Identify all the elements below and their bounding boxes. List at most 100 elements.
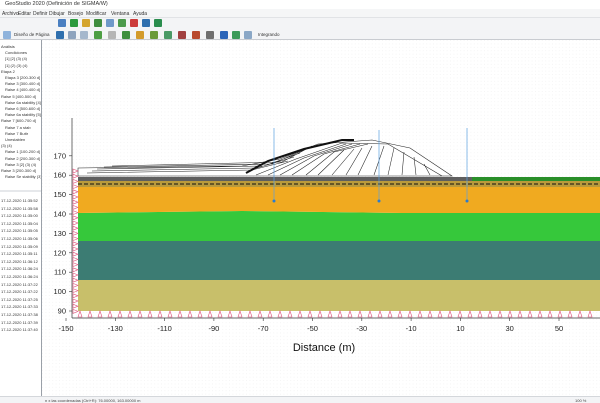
- fixed-xy-bc-symbol[interactable]: [327, 310, 333, 318]
- pencil-icon[interactable]: [108, 30, 116, 39]
- material-draw-icon[interactable]: [150, 30, 158, 39]
- fixed-x-bc-symbol[interactable]: [72, 282, 79, 288]
- fixed-xy-bc-symbol[interactable]: [247, 310, 253, 318]
- drain-blanket[interactable]: [245, 139, 354, 174]
- fixed-xy-bc-symbol[interactable]: [527, 310, 533, 318]
- region-icon[interactable]: [106, 19, 114, 27]
- tree-item[interactable]: Raise 4 [400-400 d]: [5, 87, 40, 93]
- fixed-x-bc-symbol[interactable]: [72, 303, 79, 309]
- bottom-boundary-conditions[interactable]: [77, 310, 593, 318]
- fixed-xy-bc-symbol[interactable]: [377, 310, 383, 318]
- tree-item[interactable]: Etapa 2: [1, 68, 15, 74]
- page-design-button[interactable]: Diseño de Página: [14, 32, 50, 37]
- layer-dark-top[interactable]: [78, 177, 600, 181]
- fixed-xy-bc-symbol[interactable]: [157, 310, 163, 318]
- fixed-xy-bc-symbol[interactable]: [437, 310, 443, 318]
- fixed-x-bc-symbol[interactable]: [72, 272, 79, 278]
- fixed-x-bc-symbol[interactable]: [72, 308, 79, 314]
- fixed-xy-bc-symbol[interactable]: [517, 310, 523, 318]
- fixed-xy-bc-symbol[interactable]: [277, 310, 283, 318]
- fixed-xy-bc-symbol[interactable]: [87, 310, 93, 318]
- fixed-xy-bc-symbol[interactable]: [497, 310, 503, 318]
- menu-item-editar[interactable]: Editar: [18, 10, 32, 17]
- fixed-xy-bc-symbol[interactable]: [407, 310, 413, 318]
- fixed-x-bc-symbol[interactable]: [72, 241, 79, 247]
- left-boundary-conditions[interactable]: [72, 168, 79, 314]
- fixed-x-bc-symbol[interactable]: [72, 184, 79, 190]
- save-icon[interactable]: [82, 19, 90, 27]
- open-icon[interactable]: [70, 19, 78, 27]
- material-icon[interactable]: [118, 19, 126, 27]
- menu-item-ayuda[interactable]: Ayuda: [133, 10, 148, 17]
- fixed-xy-bc-symbol[interactable]: [577, 310, 583, 318]
- line-icon[interactable]: [122, 30, 130, 39]
- tree-item[interactable]: Condiciones: [5, 50, 28, 56]
- load-icon[interactable]: [178, 30, 186, 39]
- fixed-xy-bc-symbol[interactable]: [257, 310, 263, 318]
- bc-draw-icon[interactable]: [164, 30, 172, 39]
- drawing-canvas[interactable]: 90 100 110 120 130 140 150 160 170 -150 -130 -110-…: [42, 40, 600, 396]
- fixed-x-bc-symbol[interactable]: [72, 204, 79, 210]
- fixed-xy-bc-symbol[interactable]: [307, 310, 313, 318]
- fixed-xy-bc-symbol[interactable]: [97, 310, 103, 318]
- menu-item-ventana[interactable]: Ventana: [111, 10, 130, 17]
- fixed-x-bc-symbol[interactable]: [72, 173, 79, 179]
- define-icon[interactable]: [94, 19, 102, 27]
- menu-item-archivo[interactable]: Archivo: [2, 10, 19, 17]
- fixed-xy-bc-symbol[interactable]: [357, 310, 363, 318]
- layer-green-cap[interactable]: [472, 177, 600, 181]
- tree-item[interactable]: Raise 2 [200-300 d]: [5, 155, 40, 161]
- fixed-xy-bc-symbol[interactable]: [387, 310, 393, 318]
- pane-divider[interactable]: [0, 190, 41, 192]
- fixed-xy-bc-symbol[interactable]: [477, 310, 483, 318]
- pan-icon[interactable]: [80, 30, 88, 39]
- fixed-x-bc-symbol[interactable]: [72, 256, 79, 262]
- fixed-xy-bc-symbol[interactable]: [397, 310, 403, 318]
- menu-item-dibujar[interactable]: Dibujar: [49, 10, 65, 17]
- embankment-outline[interactable]: [77, 139, 453, 177]
- point-icon[interactable]: [136, 30, 144, 39]
- fixed-xy-bc-symbol[interactable]: [587, 310, 593, 318]
- tree-item[interactable]: Raise 6a stability [5]: [5, 112, 41, 118]
- fixed-xy-bc-symbol[interactable]: [197, 310, 203, 318]
- fixed-xy-bc-symbol[interactable]: [547, 310, 553, 318]
- fixed-x-bc-symbol[interactable]: [72, 189, 79, 195]
- fixed-x-bc-symbol[interactable]: [72, 210, 79, 216]
- fixed-xy-bc-symbol[interactable]: [427, 310, 433, 318]
- fixed-xy-bc-symbol[interactable]: [417, 310, 423, 318]
- fixed-x-bc-symbol[interactable]: [72, 215, 79, 221]
- fixed-xy-bc-symbol[interactable]: [537, 310, 543, 318]
- view-icon[interactable]: [3, 30, 11, 39]
- fixed-x-bc-symbol[interactable]: [72, 199, 79, 205]
- fixed-xy-bc-symbol[interactable]: [347, 310, 353, 318]
- menu-item-modificar[interactable]: Modificar: [86, 10, 107, 17]
- fixed-xy-bc-symbol[interactable]: [457, 310, 463, 318]
- tree-item[interactable]: Raise 3 [300-400 d]: [5, 81, 40, 87]
- pointer-icon[interactable]: [56, 30, 64, 39]
- fixed-xy-bc-symbol[interactable]: [487, 310, 493, 318]
- tree-item[interactable]: Raise 7 [600-700 d]: [1, 118, 36, 124]
- fixed-xy-bc-symbol[interactable]: [207, 310, 213, 318]
- tree-item[interactable]: Raise 3 [200-300 d]: [1, 168, 36, 173]
- fixed-xy-bc-symbol[interactable]: [297, 310, 303, 318]
- tree-item[interactable]: Raise 1 [100-200 d]: [5, 149, 40, 155]
- fixed-xy-bc-symbol[interactable]: [147, 310, 153, 318]
- tree-item[interactable]: Unestablen: [5, 137, 26, 142]
- fixed-xy-bc-symbol[interactable]: [117, 310, 123, 318]
- tree-item[interactable]: Raise 5 [400-500 d]: [1, 93, 36, 99]
- layer-orange[interactable]: [78, 187, 600, 213]
- piezometer-1-point[interactable]: [272, 199, 276, 203]
- fixed-xy-bc-symbol[interactable]: [447, 310, 453, 318]
- tree-item[interactable]: Raise 3 [2] (3) (4): [5, 161, 37, 167]
- layer-teal[interactable]: [78, 241, 600, 280]
- fixed-xy-bc-symbol[interactable]: [187, 310, 193, 318]
- fixed-x-bc-symbol[interactable]: [72, 220, 79, 226]
- contour-icon[interactable]: [232, 30, 240, 39]
- tree-item[interactable]: Raise 7 Buttr: [5, 130, 29, 136]
- tree-item[interactable]: [1] [2] (3) (4): [5, 56, 28, 62]
- fixed-xy-bc-symbol[interactable]: [367, 310, 373, 318]
- grid-icon[interactable]: [206, 30, 214, 39]
- fixed-xy-bc-symbol[interactable]: [557, 310, 563, 318]
- fixed-xy-bc-symbol[interactable]: [467, 310, 473, 318]
